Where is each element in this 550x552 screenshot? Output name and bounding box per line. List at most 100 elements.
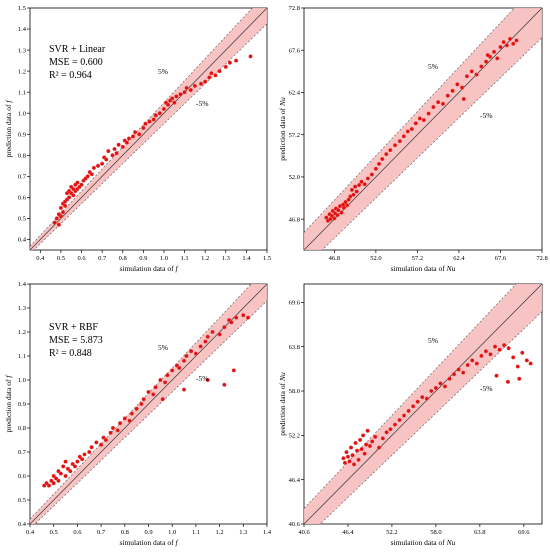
band-lower-label: -5% [196, 374, 209, 383]
x-axis-label: simulation data of Nu [391, 264, 456, 273]
data-point [351, 462, 357, 467]
x-tick-label: 1.0 [160, 255, 168, 262]
x-tick-label: 0.4 [36, 255, 45, 262]
data-point [178, 92, 183, 97]
data-point [124, 140, 129, 145]
data-point [511, 41, 516, 46]
data-point [426, 111, 431, 116]
data-point [182, 358, 187, 363]
data-point [429, 388, 434, 394]
data-point [193, 351, 198, 356]
data-point [46, 483, 52, 488]
data-point [401, 134, 406, 139]
data-point [54, 216, 59, 221]
x-tick-label: 1.3 [239, 529, 247, 536]
data-point [241, 313, 246, 318]
data-point [354, 189, 359, 194]
data-point [222, 325, 227, 330]
y-tick-label: 0.5 [18, 216, 26, 223]
data-point [332, 216, 337, 221]
data-point [498, 44, 503, 50]
data-point [402, 413, 407, 418]
x-tick-label: 1.1 [192, 529, 200, 536]
x-tick-label: 1.2 [201, 255, 209, 262]
data-point [505, 379, 510, 384]
data-point [209, 71, 214, 76]
panel-top-left: 0.4 0.5 0.6 0.7 0.8 0.9 1.0 1.1 1.2 1.3 1.4 1.5 0.4 0… [4, 5, 271, 273]
data-point [370, 439, 375, 444]
data-point [182, 387, 187, 392]
y-tick-label: 0.8 [18, 425, 26, 432]
data-point [343, 200, 348, 205]
y-tick-label: 0.7 [18, 449, 27, 456]
y-axis-label: prediction data of f [4, 375, 13, 433]
x-tick-label: 1.2 [216, 529, 224, 536]
data-point [380, 436, 385, 441]
data-point [357, 182, 362, 188]
data-point [126, 136, 131, 141]
x-tick-label: 0.7 [97, 529, 106, 536]
data-point [345, 203, 350, 208]
data-point [231, 368, 236, 373]
y-tick-label: 1.4 [18, 281, 27, 288]
data-point [151, 392, 156, 397]
data-point [188, 88, 193, 93]
y-tick-label: 1.4 [18, 26, 27, 33]
band-upper-label: 5% [428, 62, 438, 71]
x-tick-label: 0.9 [139, 255, 147, 262]
panel-bottom-left: 0.4 0.5 0.6 0.7 0.8 0.9 1.0 1.1 1.2 1.3 1.4 0.4 0.5 0… [4, 281, 272, 547]
data-point [508, 36, 513, 41]
y-axis-label: prediction data of f [4, 100, 13, 158]
y-tick-label: 57.2 [289, 132, 300, 139]
data-point [406, 408, 411, 413]
data-point [163, 380, 168, 385]
x-tick-label: 0.9 [144, 529, 152, 536]
data-point [501, 40, 506, 45]
x-axis-label: simulation data of f [119, 264, 178, 273]
band-lower-line [33, 23, 267, 250]
band-upper-line [304, 284, 517, 509]
data-point [348, 445, 354, 450]
y-tick-label: 63.8 [289, 344, 300, 351]
data-point [485, 53, 490, 58]
x-tick-label: 46.8 [329, 255, 340, 262]
data-point [67, 195, 72, 200]
data-point [58, 471, 63, 476]
data-point [409, 126, 414, 132]
data-point [392, 422, 398, 427]
data-point [373, 434, 378, 439]
data-point [104, 157, 109, 162]
data-point [362, 451, 367, 456]
x-tick-label: 1.1 [181, 255, 189, 262]
y-tick-label: 1.0 [18, 110, 26, 117]
y-tick-label: 0.4 [18, 521, 27, 528]
data-point [60, 210, 66, 215]
data-point [110, 153, 115, 158]
data-point [116, 142, 121, 147]
y-tick-label: 0.9 [18, 401, 26, 408]
y-axis-label: prediction data of Nu [278, 97, 287, 161]
x-tick-label: 0.5 [57, 255, 65, 262]
data-point [342, 460, 347, 465]
data-point [492, 344, 498, 349]
r2-value: R² = 0.848 [49, 348, 92, 359]
data-point [483, 349, 488, 354]
y-tick-label: 58.0 [289, 388, 300, 395]
x-tick-label: 1.4 [263, 529, 272, 536]
data-point [392, 143, 398, 148]
data-point [177, 365, 182, 371]
data-point [367, 443, 372, 449]
data-point [492, 49, 497, 54]
data-point [184, 85, 189, 91]
data-point [504, 43, 509, 48]
data-point [341, 205, 346, 210]
data-point [114, 151, 119, 156]
data-point [227, 60, 232, 65]
x-axis-label: simulation data of f [119, 538, 178, 547]
band-lower-label: -5% [196, 99, 209, 108]
data-point [213, 73, 218, 78]
data-point [189, 349, 194, 354]
data-point [355, 448, 360, 453]
data-point [157, 111, 162, 116]
x-tick-label: 40.6 [298, 529, 310, 536]
